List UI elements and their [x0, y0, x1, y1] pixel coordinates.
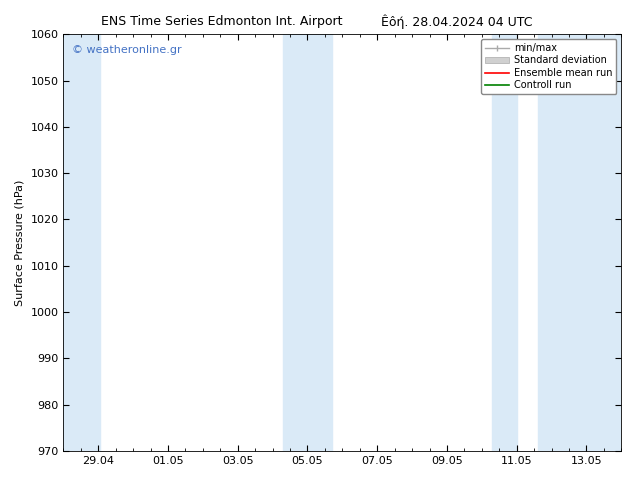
Bar	[61, 34, 100, 451]
Text: ENS Time Series Edmonton Int. Airport: ENS Time Series Edmonton Int. Airport	[101, 15, 342, 28]
Bar	[283, 34, 332, 451]
Text: © weatheronline.gr: © weatheronline.gr	[72, 45, 181, 55]
Y-axis label: Surface Pressure (hPa): Surface Pressure (hPa)	[15, 179, 25, 306]
Bar	[493, 34, 517, 451]
Bar	[538, 34, 623, 451]
Legend: min/max, Standard deviation, Ensemble mean run, Controll run: min/max, Standard deviation, Ensemble me…	[481, 39, 616, 94]
Text: Êôή. 28.04.2024 04 UTC: Êôή. 28.04.2024 04 UTC	[381, 15, 532, 29]
